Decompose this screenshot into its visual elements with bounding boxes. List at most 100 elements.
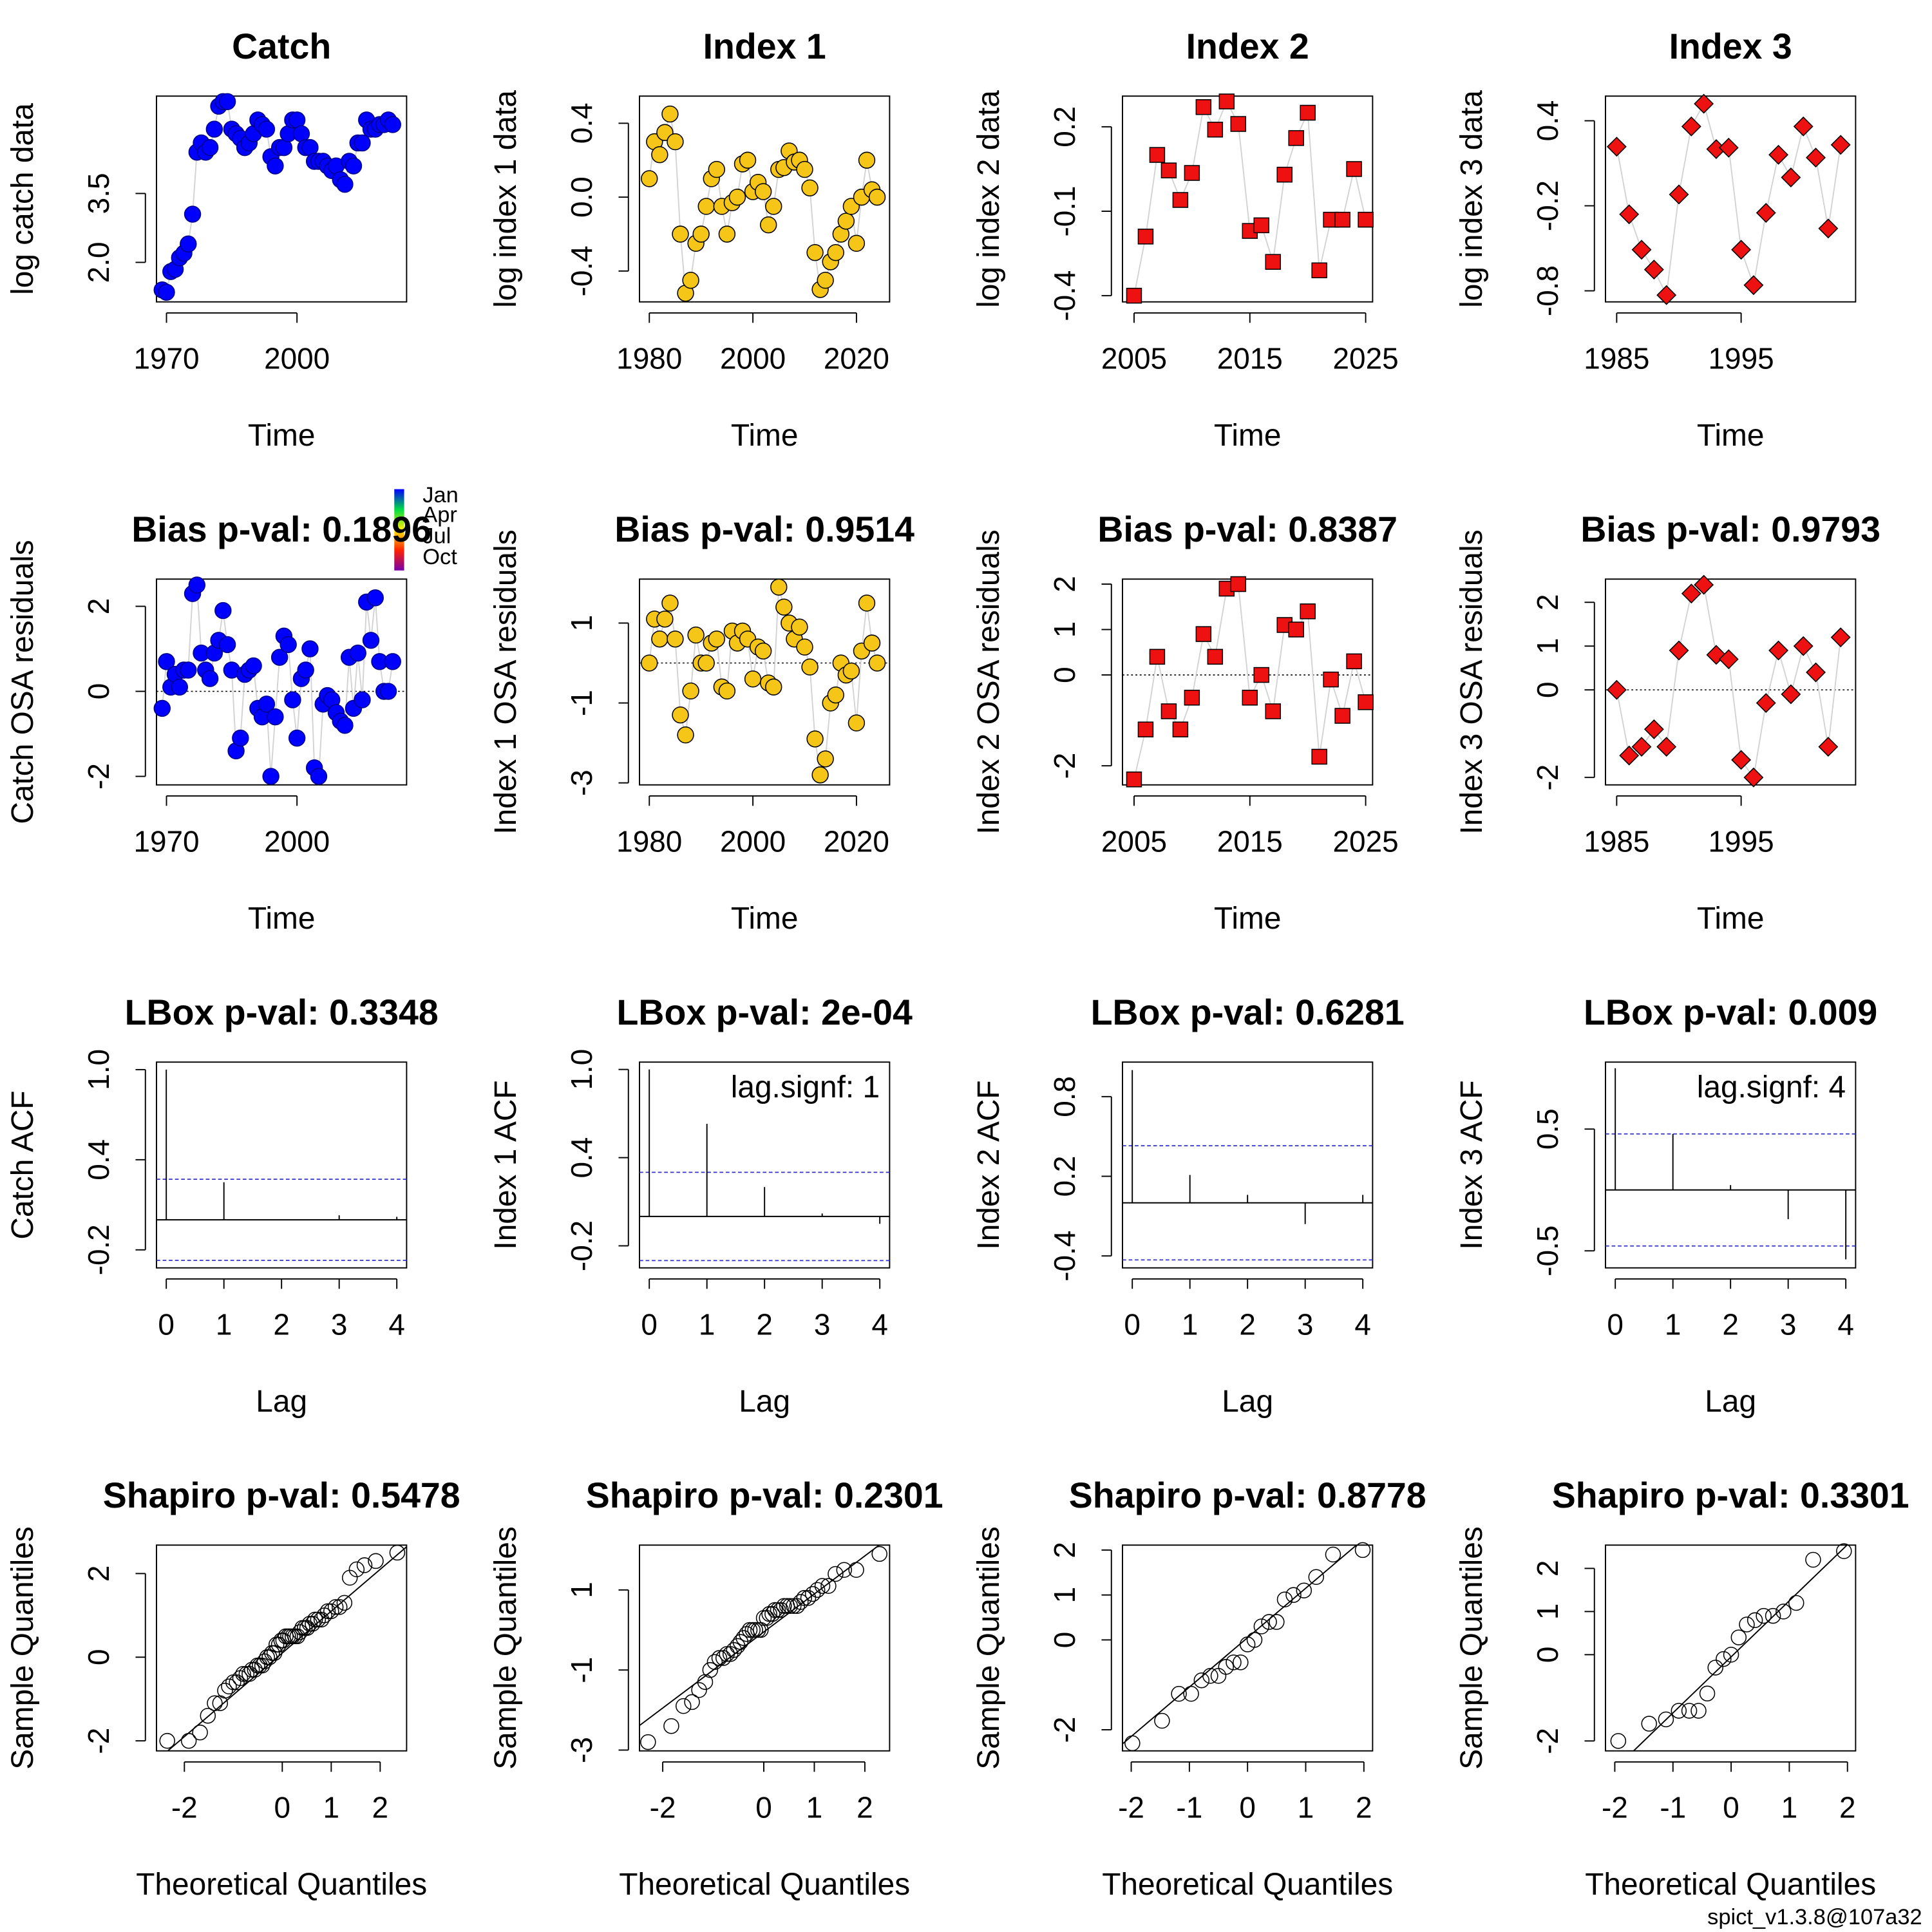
point: [1246, 1632, 1263, 1648]
point: [858, 151, 876, 169]
point: [863, 634, 881, 652]
point: [1669, 640, 1689, 661]
plot-box: [156, 1061, 408, 1269]
point: [728, 188, 746, 206]
season-label: Apr: [422, 503, 457, 527]
point: [158, 653, 175, 670]
point: [1126, 287, 1142, 304]
point: [697, 198, 715, 215]
season-label: Oct: [422, 545, 457, 569]
x-tick-label: 2015: [1217, 342, 1283, 375]
point: [1716, 1651, 1732, 1667]
point: [796, 638, 813, 656]
point: [1756, 1607, 1772, 1624]
point: [837, 213, 855, 230]
point: [1210, 1668, 1227, 1684]
x-tick-label: 3: [331, 1308, 348, 1341]
point: [776, 1598, 792, 1614]
point: [1788, 1595, 1804, 1611]
panel-title: Shapiro p-val: 0.3301: [1552, 1475, 1909, 1515]
point: [235, 1666, 251, 1682]
point: [1308, 1569, 1325, 1586]
point: [814, 1578, 831, 1594]
panel-title: Shapiro p-val: 0.8778: [1069, 1475, 1426, 1515]
point: [297, 661, 314, 679]
x-axis-label: Theoretical Quantiles: [1102, 1868, 1393, 1902]
x-tick-label: 2000: [720, 825, 786, 858]
x-tick-label: 2005: [1101, 342, 1167, 375]
point: [1346, 653, 1362, 670]
point: [770, 578, 788, 596]
x-tick-label: 1: [806, 1791, 823, 1824]
x-tick-label: 4: [388, 1308, 405, 1341]
point: [1358, 211, 1374, 228]
x-tick-label: 2000: [720, 342, 786, 375]
y-tick-label: 0.4: [565, 102, 598, 144]
x-axis-label: Theoretical Quantiles: [136, 1868, 427, 1902]
x-axis-label: Lag: [1705, 1385, 1756, 1419]
x-tick-label: 1995: [1709, 825, 1774, 858]
x-tick-label: 2005: [1101, 825, 1167, 858]
x-tick-label: -1: [1660, 1791, 1686, 1824]
panel-title: LBox p-val: 0.009: [1584, 992, 1877, 1032]
x-tick-label: -2: [1602, 1791, 1628, 1824]
point: [192, 1724, 208, 1741]
point: [1619, 204, 1640, 225]
point: [1184, 165, 1200, 181]
point: [1631, 737, 1652, 757]
panel-title: Bias p-val: 0.9793: [1580, 509, 1880, 549]
point: [232, 729, 249, 747]
point: [817, 750, 834, 768]
x-axis-label: Time: [1214, 419, 1282, 453]
x-tick-label: 1: [216, 1308, 232, 1341]
point: [1265, 703, 1281, 719]
point: [288, 729, 306, 747]
point: [641, 170, 658, 187]
point: [754, 183, 772, 200]
point: [641, 654, 658, 672]
plot-box: [1122, 1544, 1374, 1752]
x-tick-label: 2025: [1333, 342, 1399, 375]
point: [755, 1610, 772, 1626]
panel-title: Shapiro p-val: 0.2301: [586, 1475, 943, 1515]
point: [1253, 667, 1270, 683]
y-axis-label: log index 1 data: [489, 90, 523, 308]
point: [682, 271, 699, 289]
point: [1154, 1712, 1170, 1729]
point: [1830, 135, 1851, 155]
y-tick-label: -3: [565, 1737, 598, 1763]
point: [1681, 116, 1701, 137]
point: [858, 594, 876, 612]
point: [1124, 1735, 1141, 1752]
point: [684, 1694, 700, 1710]
point: [848, 1562, 864, 1578]
panel-title: Index 2: [1186, 26, 1309, 66]
y-tick-label: 1: [565, 615, 598, 632]
x-tick-label: 2020: [824, 825, 889, 858]
point: [1193, 1672, 1210, 1689]
x-tick-label: -1: [1176, 1791, 1202, 1824]
x-axis-label: Lag: [739, 1385, 790, 1419]
point: [384, 653, 401, 670]
point: [336, 1595, 353, 1611]
point: [1643, 719, 1664, 739]
point: [384, 116, 401, 133]
y-tick-label: 0: [82, 1649, 115, 1666]
point: [1149, 147, 1166, 163]
point: [301, 640, 319, 658]
point: [1739, 1616, 1755, 1633]
panel-title: LBox p-val: 0.6281: [1091, 992, 1405, 1032]
point: [159, 1732, 175, 1749]
point: [270, 649, 289, 666]
x-tick-label: 1: [323, 1791, 340, 1824]
point: [804, 1586, 821, 1602]
x-tick-label: 1985: [1584, 825, 1649, 858]
x-tick-label: 0: [755, 1791, 772, 1824]
x-tick-label: -2: [650, 1791, 676, 1824]
point: [801, 658, 819, 676]
plot-box: [1605, 578, 1857, 786]
point: [307, 1611, 323, 1628]
x-tick-label: 1995: [1709, 342, 1774, 375]
x-tick-label: 2015: [1217, 825, 1283, 858]
point: [1126, 772, 1142, 788]
